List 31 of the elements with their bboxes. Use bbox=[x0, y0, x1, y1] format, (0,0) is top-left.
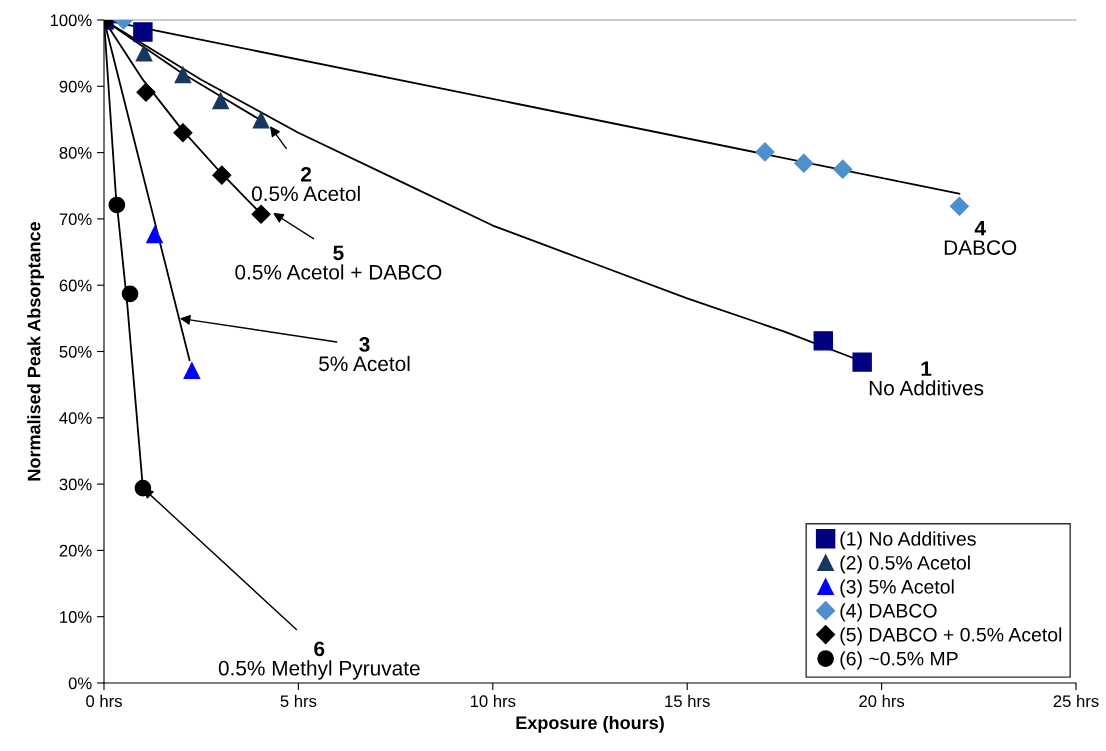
y-tick-label: 20% bbox=[59, 544, 92, 557]
y-tick-label: 60% bbox=[59, 279, 92, 292]
x-tick-label: 10 hrs bbox=[470, 694, 516, 708]
y-tick-label: 30% bbox=[59, 478, 92, 491]
annotation: 4 DABCO bbox=[944, 220, 1017, 255]
legend-label: (2) 0.5% Acetol bbox=[840, 555, 970, 574]
y-tick-label: 50% bbox=[59, 345, 92, 358]
x-tick-label: 15 hrs bbox=[665, 694, 710, 708]
y-tick-label: 0% bbox=[68, 677, 92, 690]
legend-label: (3) 5% Acetol bbox=[840, 579, 954, 598]
legend-label: (5) DABCO + 0.5% Acetol bbox=[840, 627, 1062, 646]
y-tick-label: 90% bbox=[59, 80, 92, 93]
x-tick-label: 0 hrs bbox=[86, 694, 122, 708]
y-axis-title: Normalised Peak Absorptance bbox=[27, 222, 45, 481]
legend-label: (4) DABCO bbox=[840, 603, 937, 622]
y-tick-label: 100% bbox=[50, 14, 92, 27]
legend-label: (1) No Additives bbox=[840, 531, 976, 550]
legend-label: (6) ~0.5% MP bbox=[840, 651, 958, 670]
x-axis-title: Exposure (hours) bbox=[516, 715, 664, 733]
annotation: 3 5% Acetol bbox=[319, 336, 410, 372]
x-tick-label: 25 hrs bbox=[1053, 694, 1099, 708]
y-tick-label: 40% bbox=[59, 412, 92, 424]
y-tick-label: 10% bbox=[60, 611, 92, 623]
annotation: 1 No Additives bbox=[869, 361, 984, 396]
x-tick-label: 20 hrs bbox=[859, 694, 905, 708]
annotation: 2 0.5% Acetol bbox=[251, 166, 360, 202]
annotation: 5 0.5% Acetol + DABCO bbox=[235, 245, 442, 280]
y-tick-label: 80% bbox=[59, 147, 92, 159]
x-tick-label: 5 hrs bbox=[280, 694, 317, 708]
y-tick-label: 70% bbox=[59, 213, 92, 226]
annotation: 6 0.5% Methyl Pyruvate bbox=[218, 641, 420, 680]
